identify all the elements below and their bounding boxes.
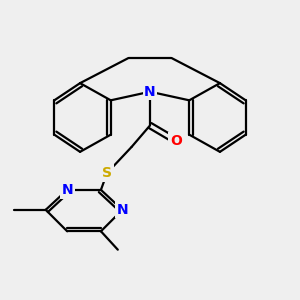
Text: N: N: [61, 183, 73, 197]
Text: N: N: [117, 203, 128, 217]
Text: N: N: [144, 85, 156, 99]
Text: O: O: [170, 134, 182, 148]
Text: S: S: [102, 166, 112, 180]
